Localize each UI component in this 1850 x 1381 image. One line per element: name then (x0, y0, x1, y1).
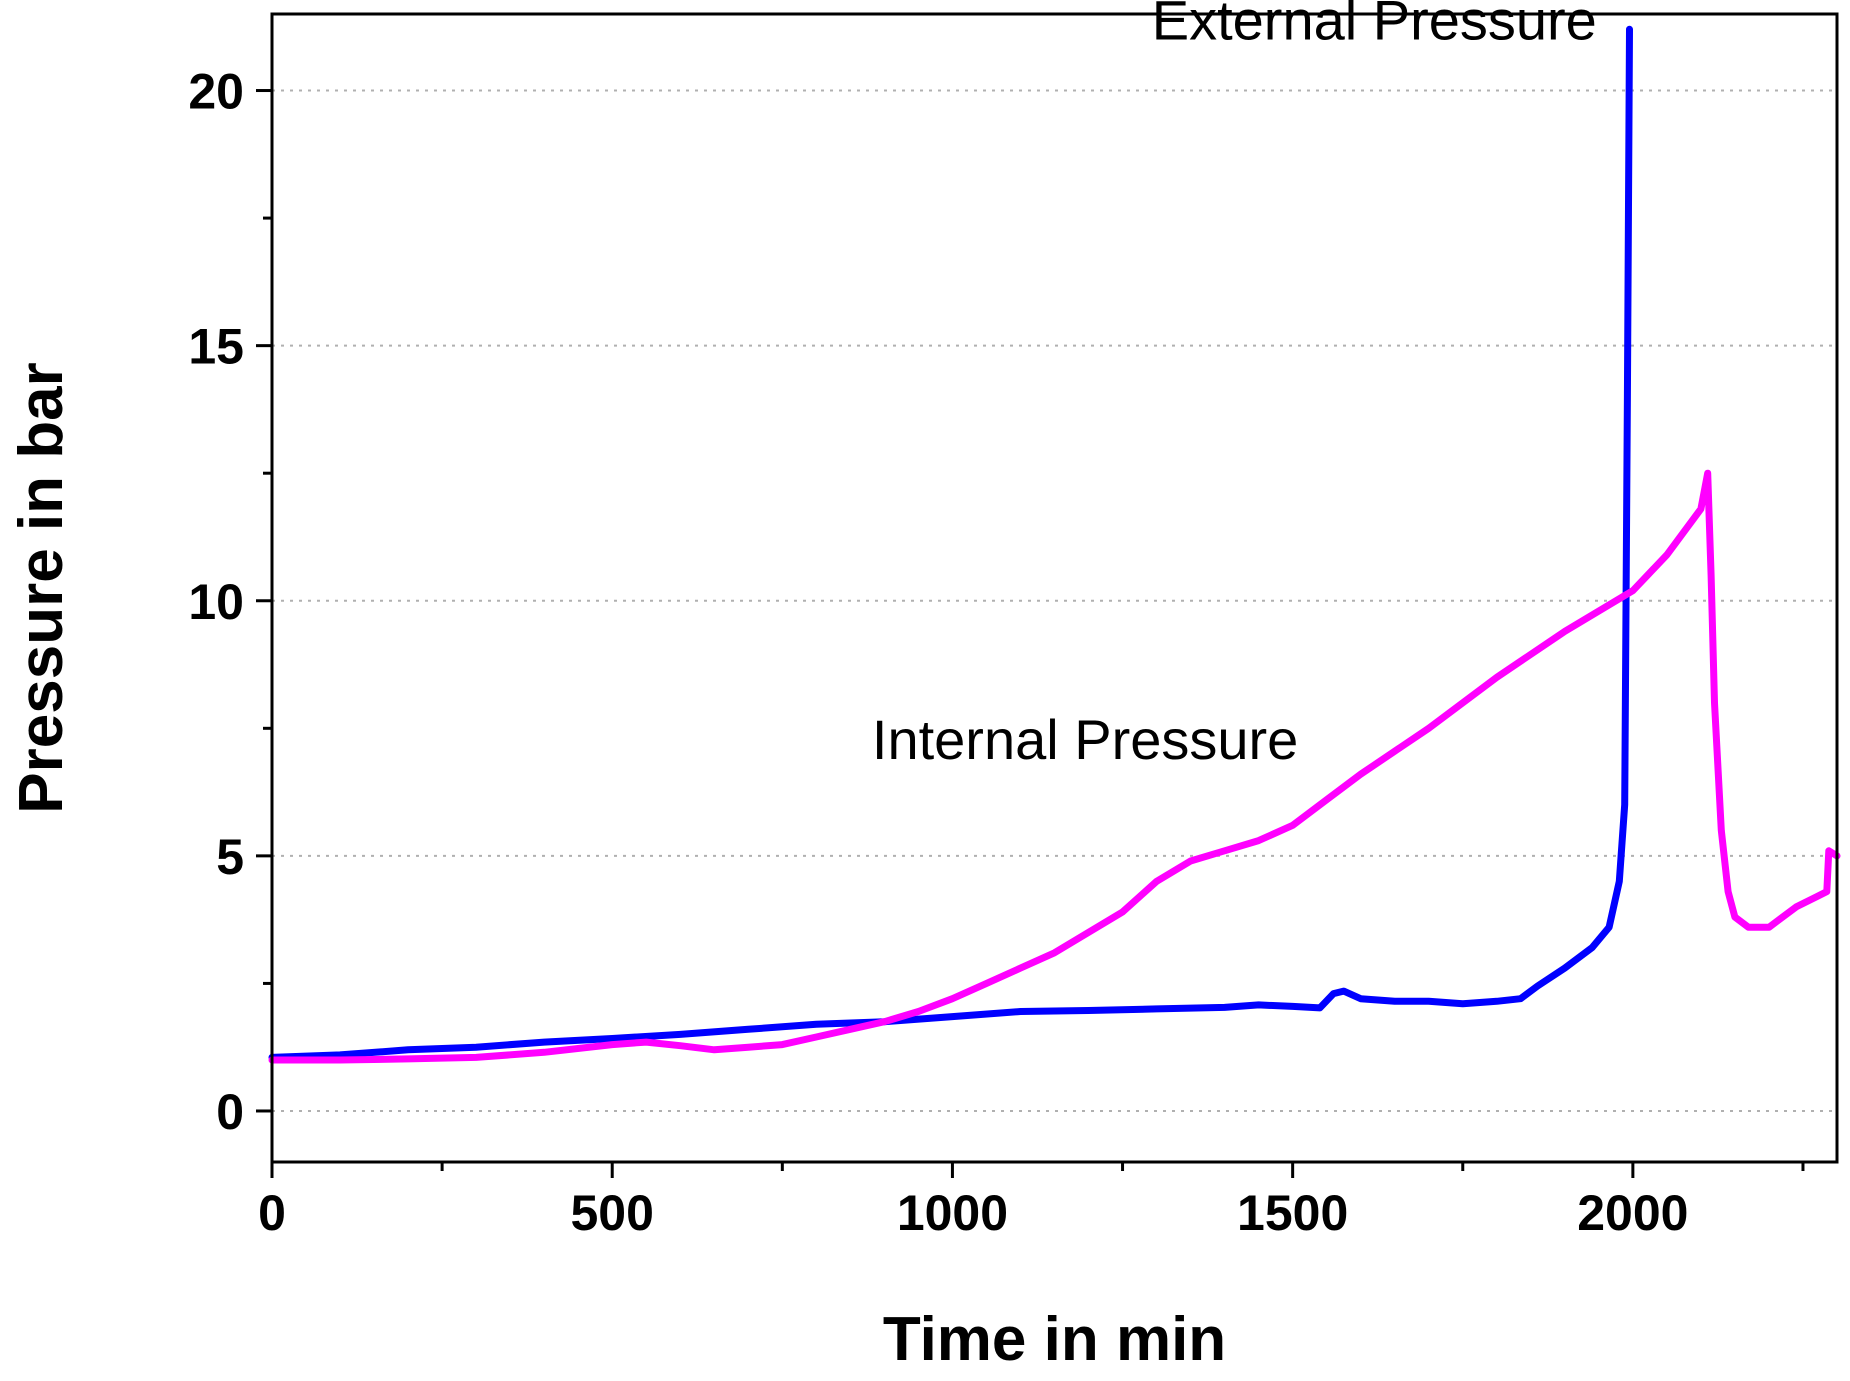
series-line-internal-pressure (268, 469, 1841, 1064)
y-tick-label-0: 0 (216, 1084, 244, 1140)
y-axis-title: Pressure in bar (7, 362, 76, 813)
x-tick-label-2000: 2000 (1577, 1185, 1688, 1241)
series-line-external-pressure (268, 25, 1633, 1061)
x-tick-label-500: 500 (570, 1185, 653, 1241)
x-axis-title: Time in min (883, 1305, 1226, 1374)
annotations: External Pressure Internal Pressure (872, 0, 1597, 771)
plot-area-frame (270, 12, 1839, 1164)
tick-labels: 0 500 1000 1500 2000 0 5 10 15 20 (188, 64, 1688, 1241)
y-tick-label-5: 5 (216, 829, 244, 885)
annotation-internal-pressure: Internal Pressure (872, 708, 1298, 771)
x-tick-label-1000: 1000 (897, 1185, 1008, 1241)
y-tick-label-20: 20 (188, 64, 244, 120)
x-tick-label-1500: 1500 (1237, 1185, 1348, 1241)
grid-lines (272, 89, 1837, 1112)
annotation-external-pressure: External Pressure (1152, 0, 1597, 52)
x-tick-label-0: 0 (258, 1185, 286, 1241)
axis-ticks (256, 89, 1805, 1178)
series-lines (268, 25, 1841, 1064)
y-tick-label-10: 10 (188, 574, 244, 630)
y-tick-label-15: 15 (188, 319, 244, 375)
